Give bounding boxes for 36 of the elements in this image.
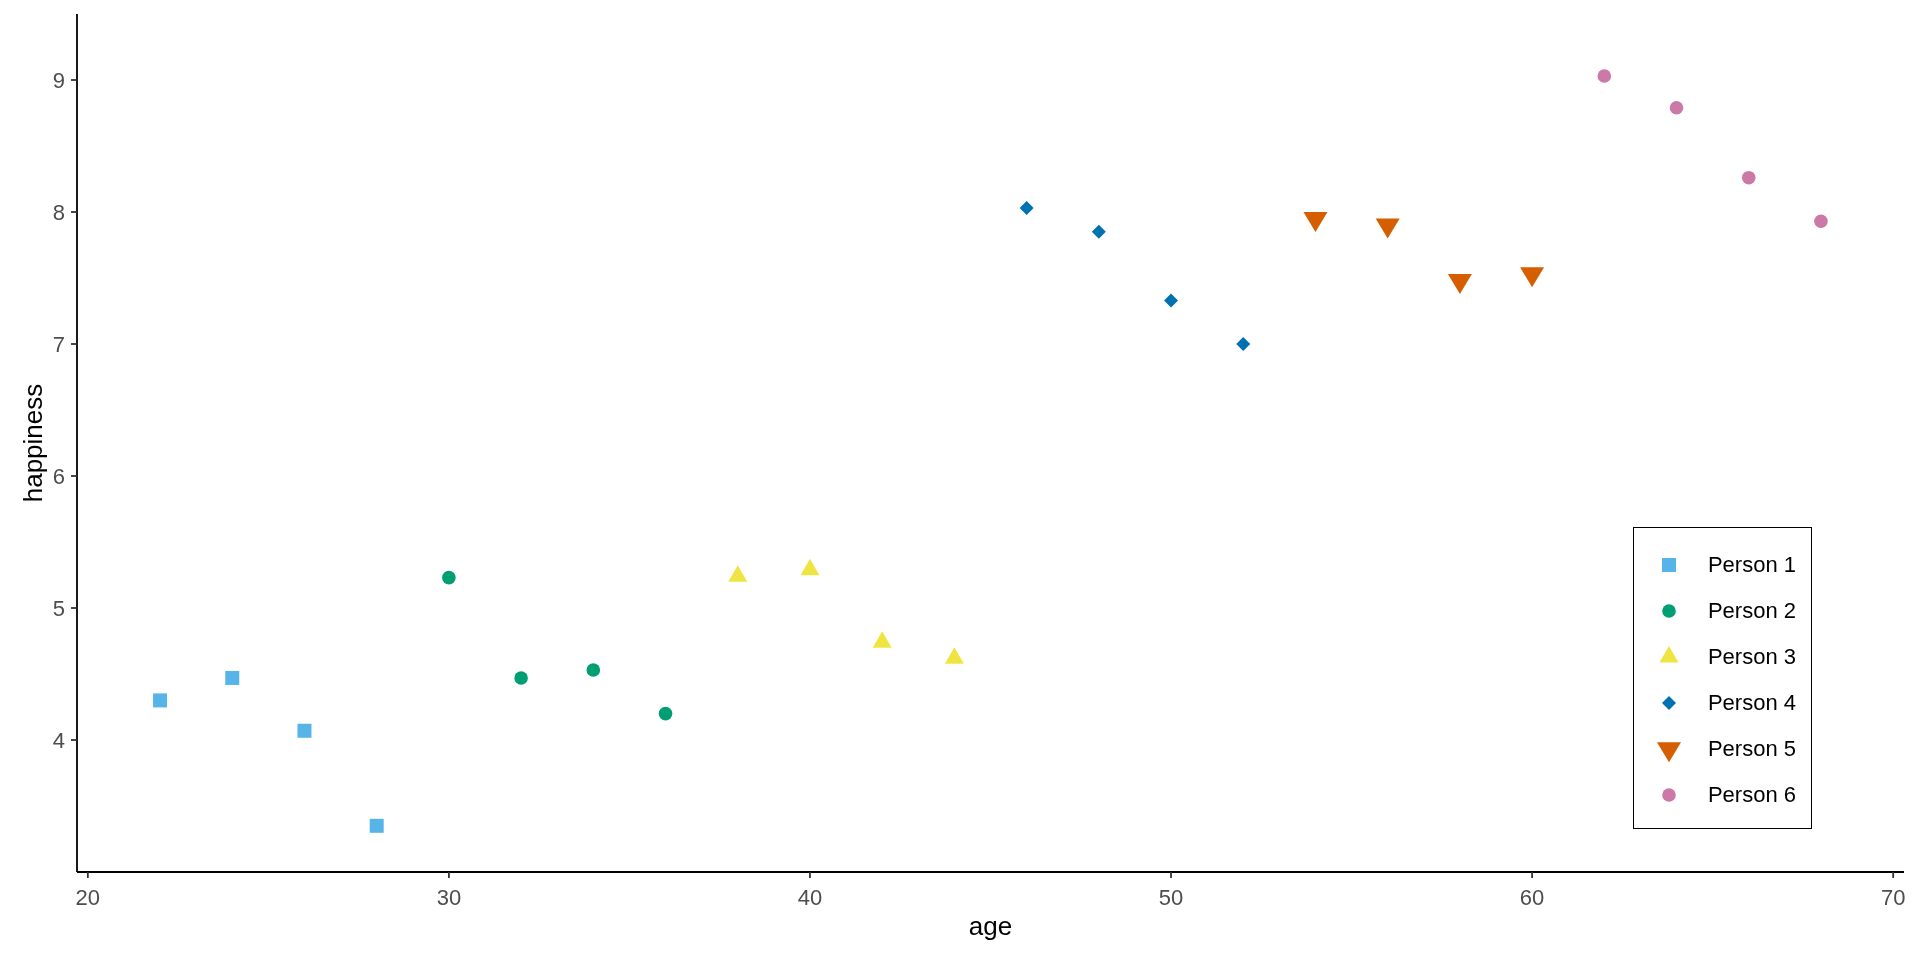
point <box>514 671 528 685</box>
point <box>1091 224 1106 239</box>
point <box>586 663 601 677</box>
x-axis-title: age <box>968 911 1013 941</box>
legend-label: Person 4 <box>1707 690 1796 715</box>
point <box>1236 337 1251 351</box>
point <box>1597 69 1612 83</box>
x-tick-label: 60 <box>1519 884 1545 910</box>
y-tick-label: 8 <box>52 199 65 225</box>
x-tick-label: 70 <box>1880 884 1906 910</box>
x-tick-label: 40 <box>797 884 823 910</box>
x-tick-label: 30 <box>436 884 462 910</box>
y-tick-label: 4 <box>52 727 65 753</box>
legend-label: Person 3 <box>1707 644 1796 669</box>
y-axis-title: happiness <box>18 383 49 503</box>
legend-label: Person 2 <box>1707 598 1796 623</box>
legend-label: Person 5 <box>1707 736 1796 761</box>
point <box>1741 170 1756 185</box>
point <box>658 706 673 721</box>
y-tick-label: 7 <box>52 331 65 357</box>
legend-label: Person 6 <box>1707 782 1796 807</box>
y-tick-label: 6 <box>52 463 65 489</box>
x-tick-label: 50 <box>1158 884 1184 910</box>
legend-label: Person 1 <box>1707 552 1796 577</box>
point <box>1164 293 1179 308</box>
point <box>1814 214 1828 229</box>
point <box>442 570 456 585</box>
y-tick-label: 9 <box>52 67 65 93</box>
point <box>1669 100 1684 115</box>
point <box>225 670 240 685</box>
point <box>153 693 168 708</box>
x-tick-label: 20 <box>75 884 101 910</box>
point <box>297 723 312 738</box>
point <box>1019 201 1034 216</box>
y-tick-label: 5 <box>52 595 65 621</box>
point <box>369 818 384 833</box>
